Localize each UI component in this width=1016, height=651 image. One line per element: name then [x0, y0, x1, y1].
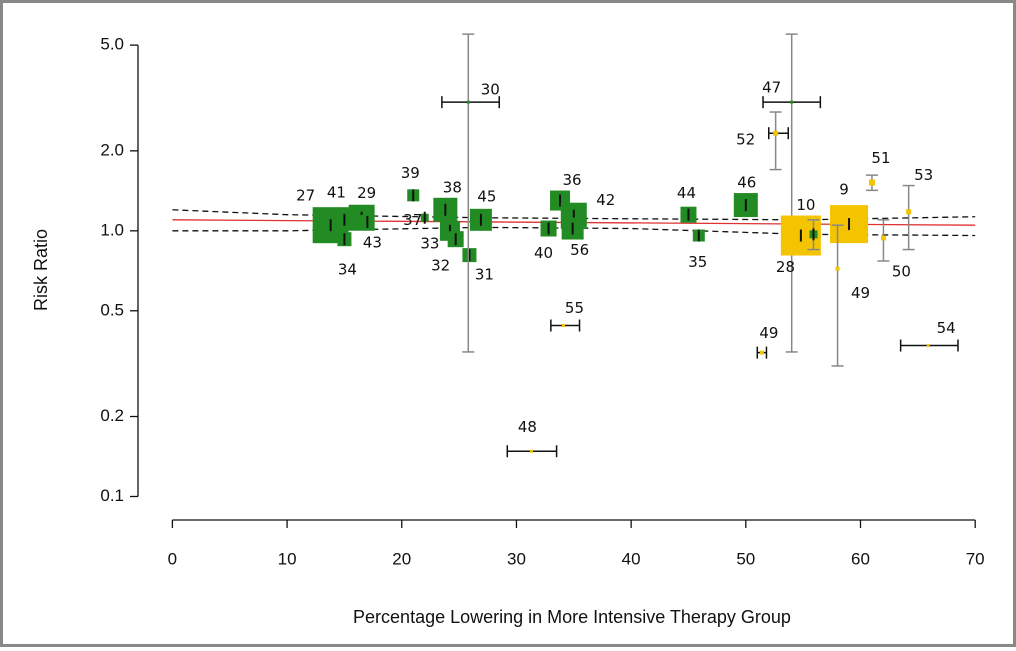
- point: [906, 209, 912, 215]
- point-label: 41: [327, 183, 346, 201]
- point-label: 52: [736, 131, 755, 149]
- x-tick-label: 70: [966, 549, 985, 568]
- y-tick-label: 0.5: [100, 300, 124, 319]
- point-label: 38: [443, 178, 462, 196]
- point-label: 43: [363, 233, 382, 251]
- point: [880, 235, 886, 241]
- point: [926, 344, 930, 348]
- y-tick-label: 5.0: [100, 35, 124, 54]
- point-label: 28: [776, 258, 795, 276]
- point-label: 56: [570, 241, 589, 259]
- point: [790, 100, 794, 104]
- point: [835, 266, 840, 271]
- x-tick-label: 50: [736, 549, 755, 568]
- x-tick-label: 10: [278, 549, 297, 568]
- y-tick-label: 1.0: [100, 220, 124, 239]
- point-label: 50: [892, 262, 911, 280]
- point-label: 40: [534, 244, 553, 262]
- y-tick-label: 0.2: [100, 406, 124, 425]
- point-label: 51: [871, 149, 890, 167]
- x-tick-label: 0: [168, 549, 177, 568]
- point: [773, 130, 779, 136]
- trend-line: [172, 209, 976, 221]
- x-axis-label: Percentage Lowering in More Intensive Th…: [353, 607, 791, 627]
- point-label: 45: [477, 187, 496, 205]
- point-label: 37: [403, 211, 422, 229]
- point: [868, 179, 875, 186]
- y-tick-label: 2.0: [100, 140, 124, 159]
- point-label: 55: [565, 299, 584, 317]
- point-label: 35: [688, 253, 707, 271]
- point-label: 32: [431, 257, 450, 275]
- point-label: 36: [562, 171, 581, 189]
- point-label: 10: [796, 196, 815, 214]
- point: [466, 100, 470, 104]
- x-tick-label: 40: [622, 549, 641, 568]
- x-tick-label: 20: [392, 549, 411, 568]
- point: [529, 449, 533, 453]
- trend-line: [172, 226, 976, 237]
- point-label: 39: [401, 164, 420, 182]
- point-label: 49: [759, 324, 778, 342]
- point-label: 49: [851, 284, 870, 302]
- point-label: 27: [296, 187, 315, 205]
- y-tick-label: 0.1: [100, 486, 124, 505]
- point-label: 54: [937, 319, 956, 337]
- point-label: 33: [420, 234, 439, 252]
- point-label: 34: [338, 261, 357, 279]
- point-label: 30: [481, 81, 500, 99]
- point: [759, 350, 764, 355]
- point-label: 31: [475, 266, 494, 284]
- point: [561, 324, 565, 328]
- point-label: 47: [762, 79, 781, 97]
- point-label: 42: [596, 191, 615, 209]
- point-label: 48: [518, 418, 537, 436]
- point-label: 29: [357, 184, 376, 202]
- point-label: 46: [737, 174, 756, 192]
- point-label: 9: [839, 181, 849, 199]
- x-tick-label: 30: [507, 549, 526, 568]
- y-axis-label: Risk Ratio: [31, 229, 51, 311]
- point-label: 44: [677, 184, 696, 202]
- point-label: 53: [914, 166, 933, 184]
- x-tick-label: 60: [851, 549, 870, 568]
